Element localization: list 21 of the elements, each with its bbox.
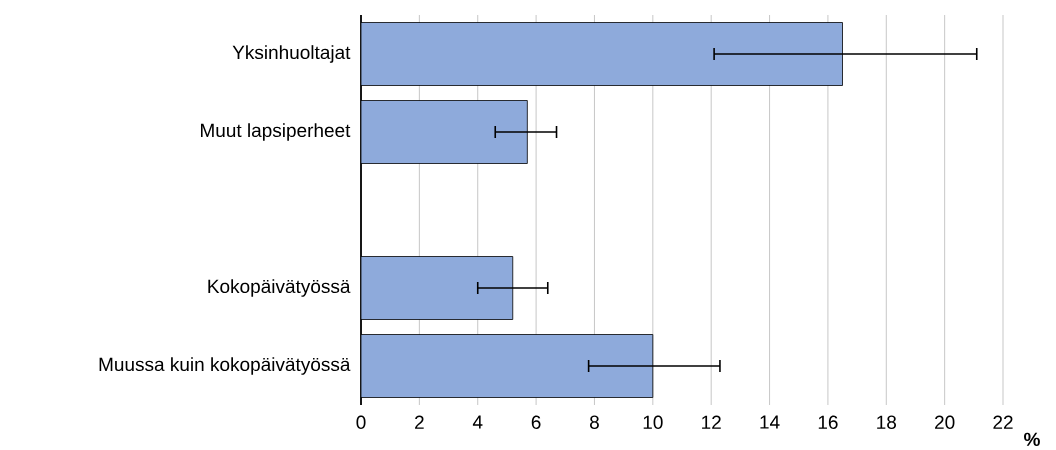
x-tick-label: 0 xyxy=(356,415,366,429)
x-axis-title: % xyxy=(1024,432,1040,447)
bar xyxy=(361,22,843,86)
y-tick-label: Yksinhuoltajat xyxy=(232,45,351,63)
x-tick-label: 20 xyxy=(935,415,955,429)
y-tick-label: Muussa kuin kokopäivätyössä xyxy=(99,357,351,375)
x-tick-label: 14 xyxy=(760,415,780,429)
x-tick-label: 6 xyxy=(531,415,541,429)
y-tick-label: Muut lapsiperheet xyxy=(200,123,351,141)
x-tick-label: 16 xyxy=(818,415,838,429)
y-tick-label: Kokopäivätyössä xyxy=(208,279,351,297)
bar xyxy=(361,334,654,398)
x-tick-label: 10 xyxy=(643,415,663,429)
bar xyxy=(361,100,528,164)
x-tick-label: 2 xyxy=(415,415,424,429)
x-tick-label: 12 xyxy=(702,415,721,429)
x-tick-label: 4 xyxy=(472,415,483,429)
x-tick-label: 8 xyxy=(590,415,599,429)
bar xyxy=(361,256,514,320)
x-tick-label: 18 xyxy=(877,415,897,429)
x-tick-label: 22 xyxy=(993,415,1013,429)
